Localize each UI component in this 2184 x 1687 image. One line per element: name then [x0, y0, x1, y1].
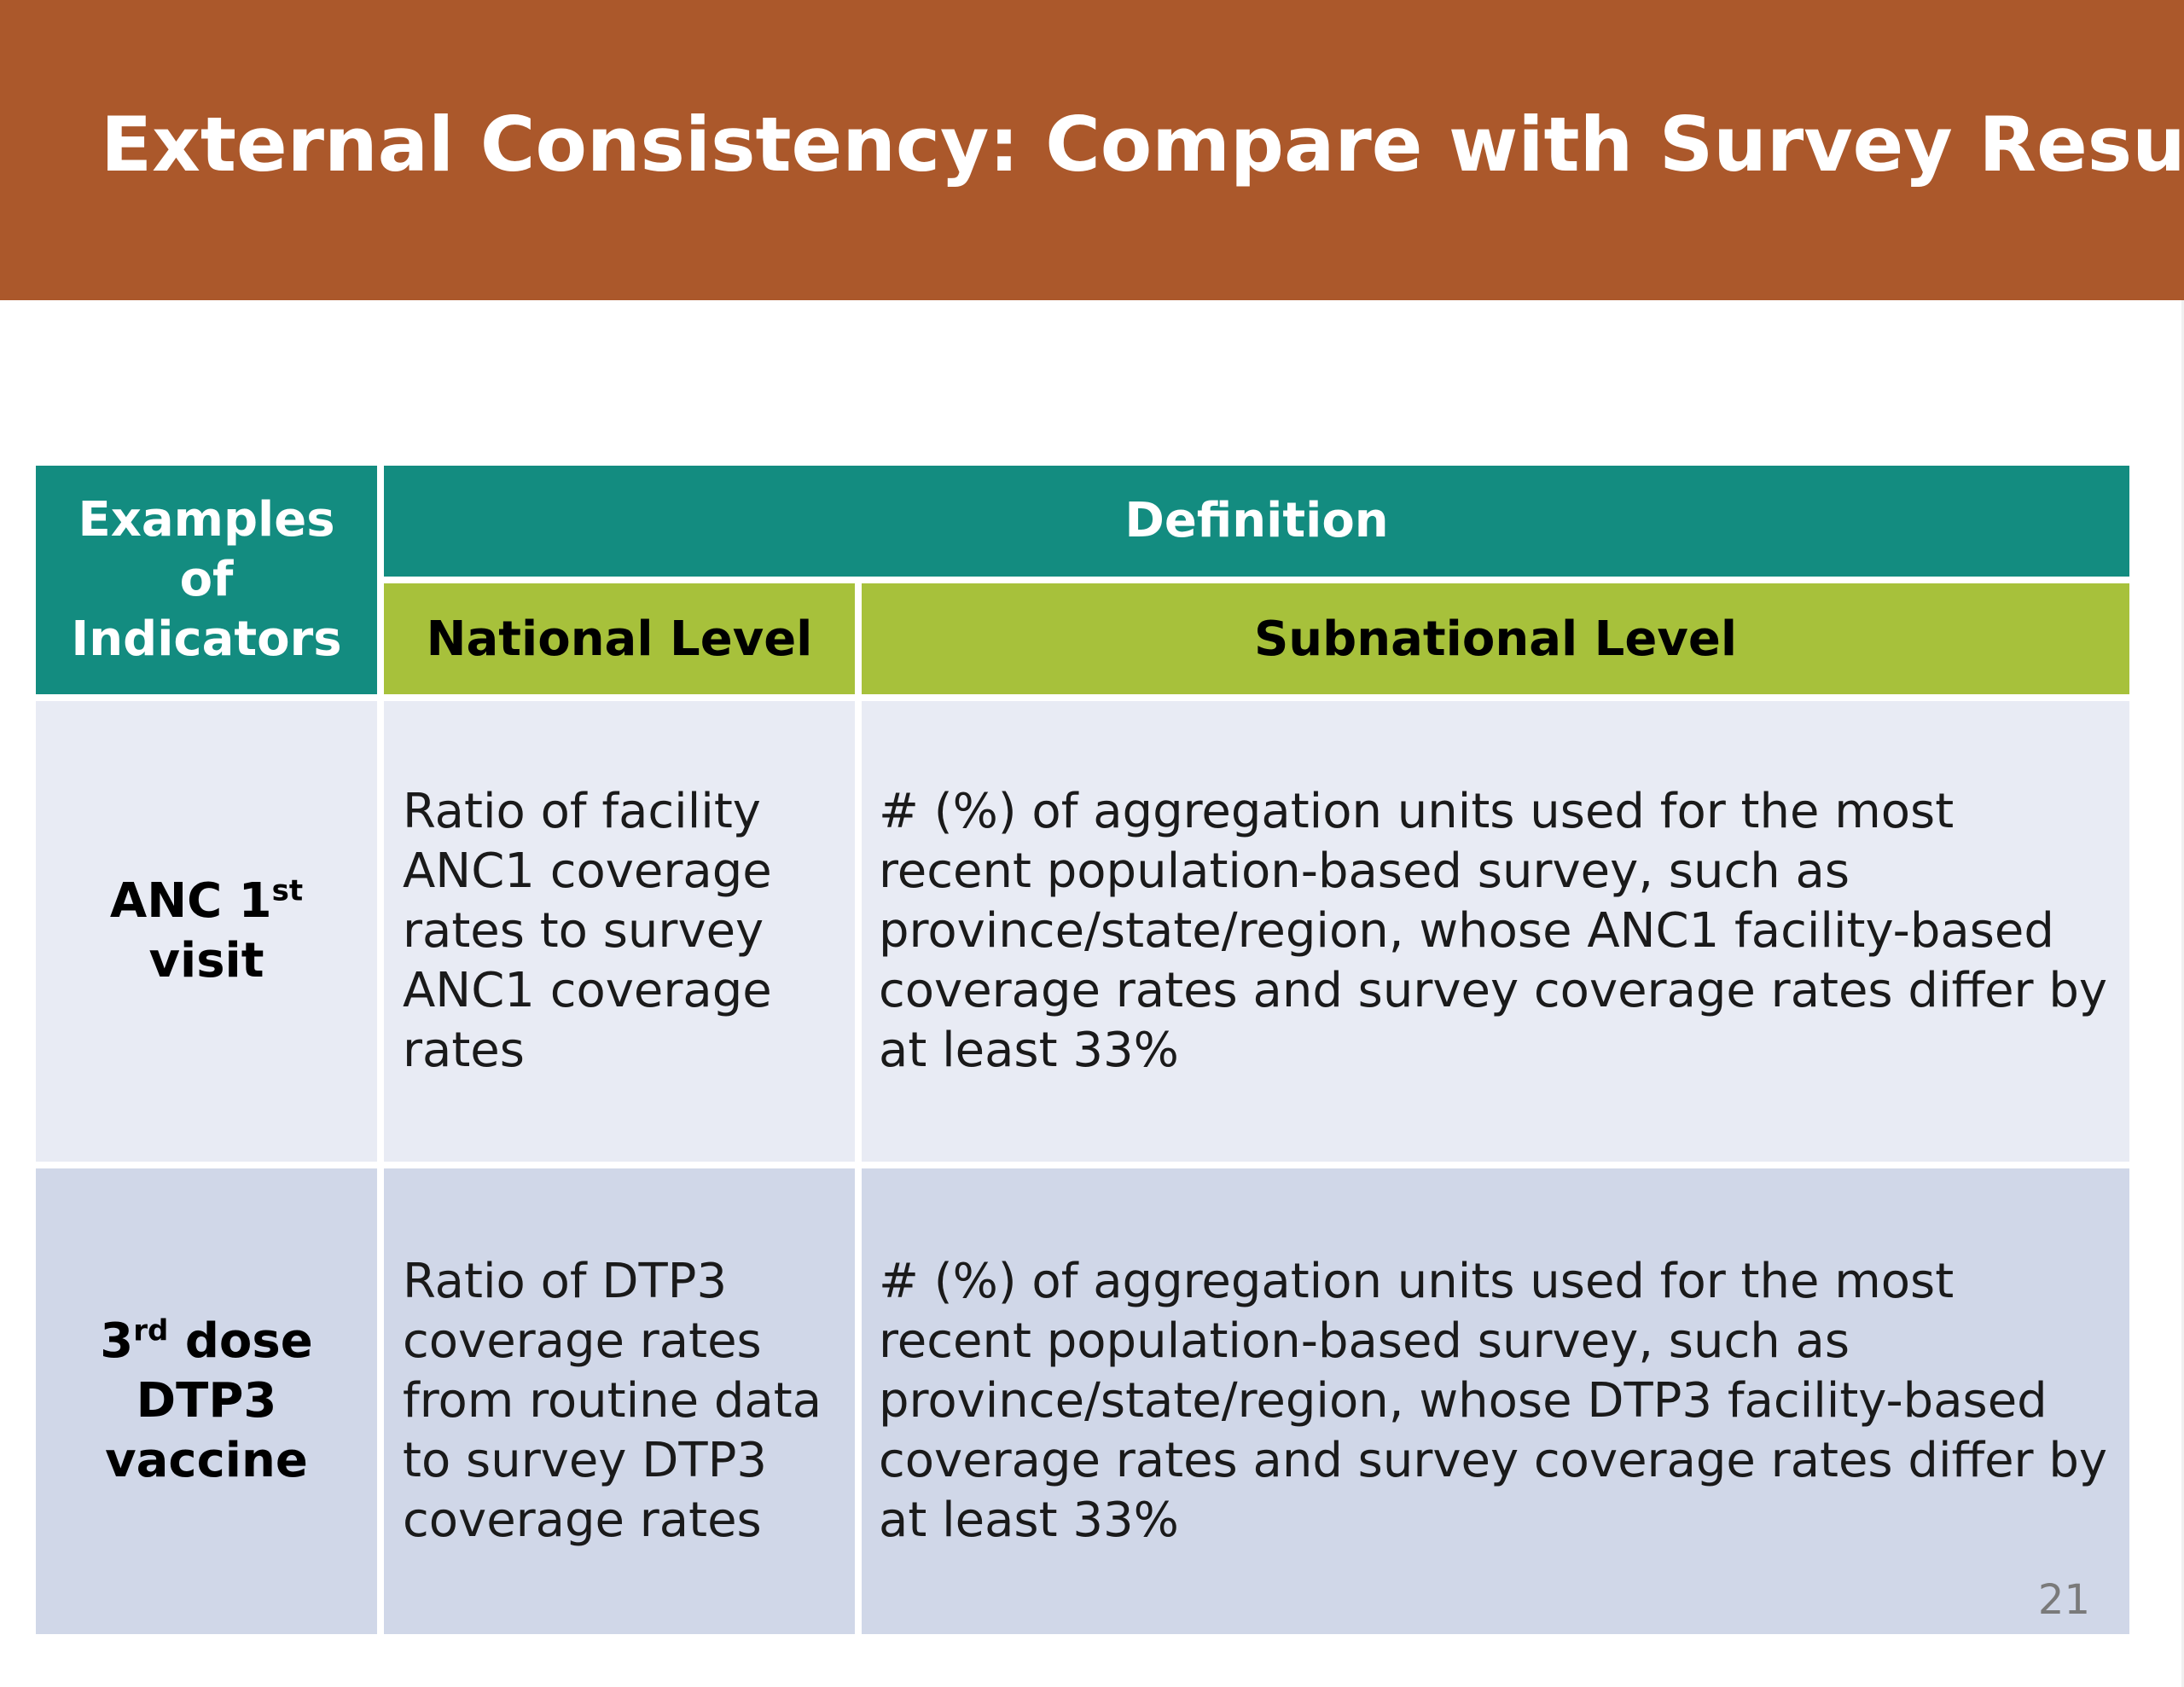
- header-national: National Level: [426, 611, 813, 667]
- table-row-1-subnational: # (%) of aggregation units used for the …: [879, 784, 2108, 1078]
- header-definition: Definition: [1124, 493, 1389, 548]
- table-row-1-indicator-cell: ANC 1st visit: [36, 701, 377, 1162]
- table-row-2-national-cell: Ratio of DTP3 coverage rates from routin…: [384, 1168, 855, 1634]
- table-row-1-subnational-cell: # (%) of aggregation units used for the …: [862, 701, 2129, 1162]
- row-2-indicator-sup: rd: [133, 1313, 169, 1348]
- table-row-2-national: Ratio of DTP3 coverage rates from routin…: [403, 1254, 822, 1548]
- table-row-1-national: Ratio of facility ANC1 coverage rates to…: [403, 784, 772, 1078]
- row-1-indicator-main: ANC 1: [109, 873, 272, 929]
- row-2-indicator-tail: dose DTP3 vaccine: [105, 1313, 313, 1488]
- slide-edge: [2181, 300, 2184, 1687]
- indicator-table: Examples of Indicators Definition Nation…: [36, 466, 2129, 1634]
- header-national-cell: National Level: [384, 583, 855, 694]
- table-row-2-indicator-cell: 3rd dose DTP3 vaccine: [36, 1168, 377, 1634]
- table-row-1-indicator: ANC 1st visit: [49, 872, 363, 991]
- header-definition-cell: Definition: [384, 466, 2129, 577]
- row-1-indicator-sup: st: [271, 873, 304, 908]
- page-number: 21: [2037, 1576, 2090, 1624]
- table-row-1-national-cell: Ratio of facility ANC1 coverage rates to…: [384, 701, 855, 1162]
- header-subnational: Subnational Level: [1253, 611, 1738, 667]
- header-indicators: Examples of Indicators: [71, 492, 342, 667]
- table-row-2-indicator: 3rd dose DTP3 vaccine: [78, 1312, 334, 1491]
- header-subnational-cell: Subnational Level: [862, 583, 2129, 694]
- row-2-indicator-main: 3: [100, 1313, 134, 1369]
- row-1-indicator-tail: visit: [148, 933, 264, 988]
- table-row-2-subnational-cell: # (%) of aggregation units used for the …: [862, 1168, 2129, 1634]
- header-indicators-cell: Examples of Indicators: [36, 466, 377, 694]
- table-row-2-subnational: # (%) of aggregation units used for the …: [879, 1254, 2108, 1548]
- title-banner: External Consistency: Compare with Surve…: [0, 0, 2184, 300]
- slide-title: External Consistency: Compare with Surve…: [101, 101, 2184, 188]
